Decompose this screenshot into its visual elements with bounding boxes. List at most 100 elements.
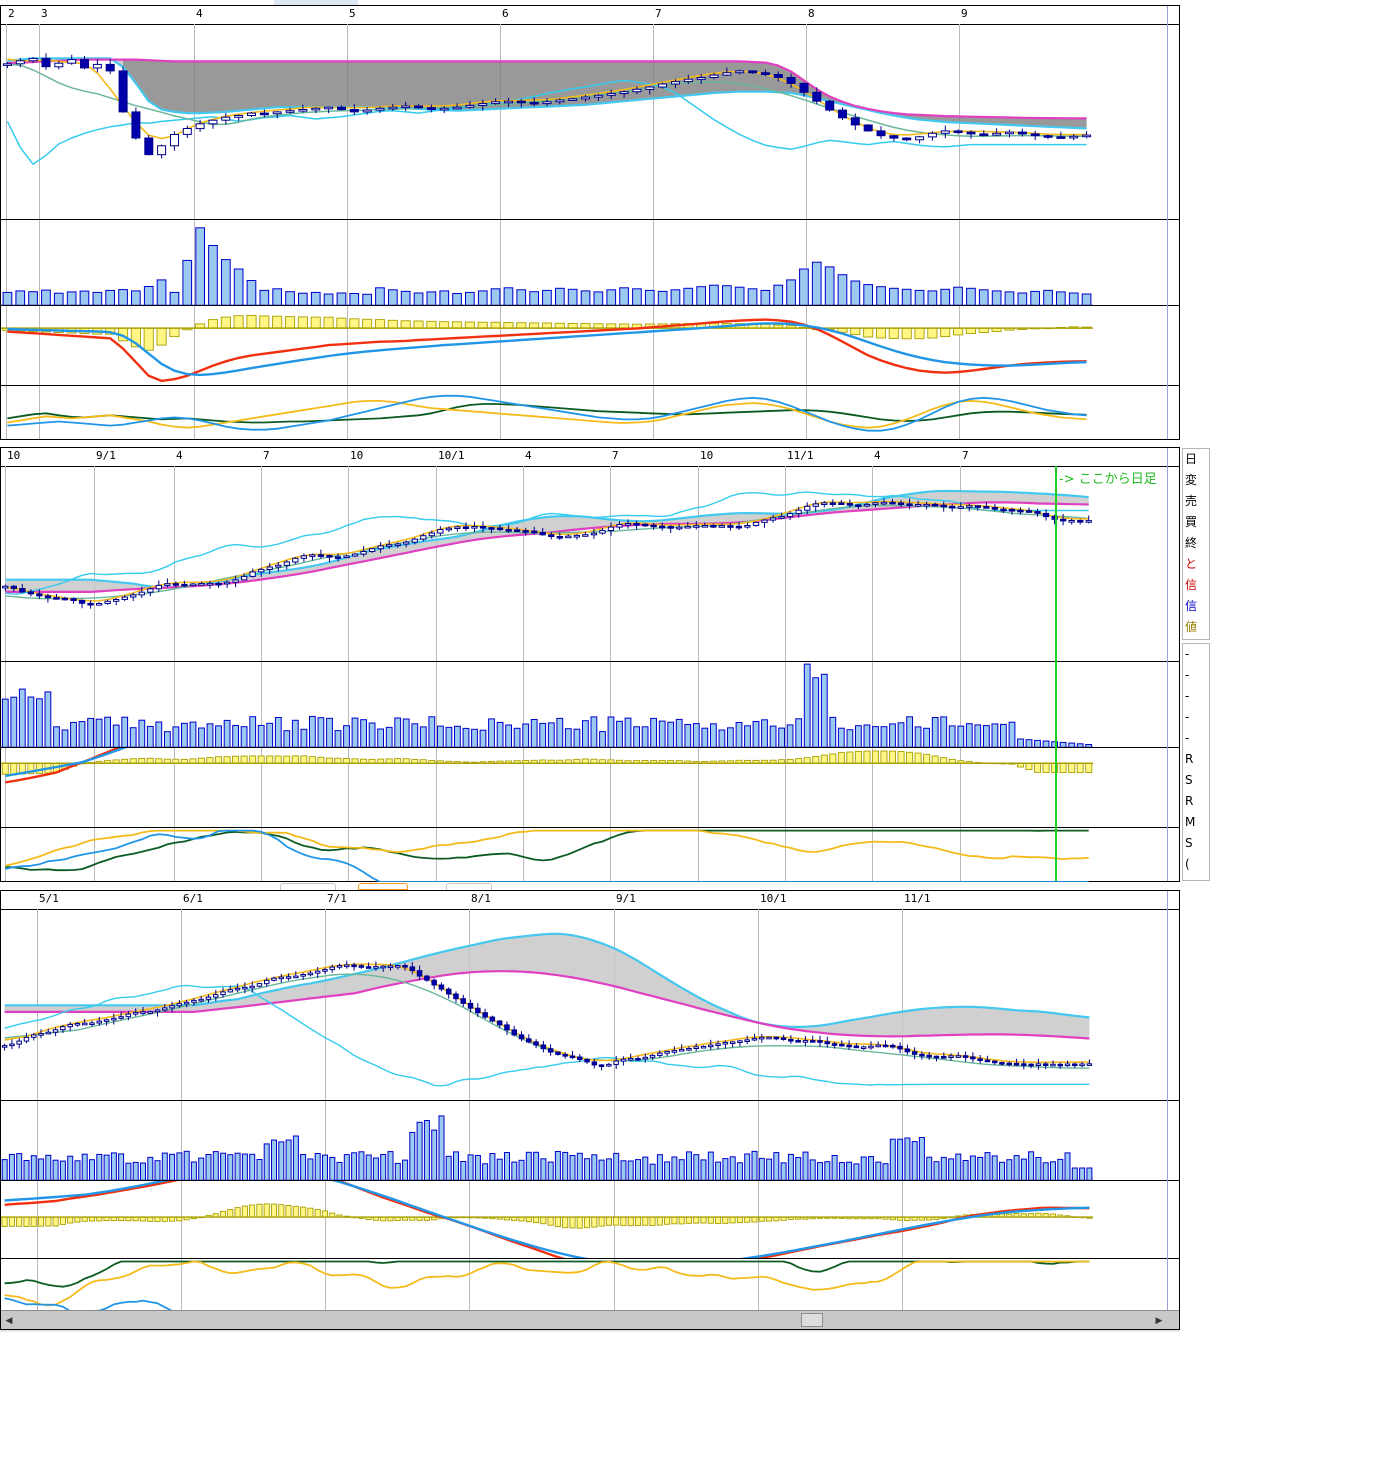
x-gridline: [610, 466, 611, 881]
x-gridline: [37, 909, 38, 1310]
subplot-vol: [1, 220, 1093, 306]
subplot-divider: [1, 305, 1179, 306]
x-gridline: [347, 24, 348, 439]
side-panel-char-5: と: [1185, 557, 1198, 571]
x-gridline: [181, 909, 182, 1310]
side-panel2-char-4: -: [1185, 731, 1190, 745]
x-gridline: [523, 466, 524, 881]
x-gridline: [653, 24, 654, 439]
x-axis-label: 9/1: [616, 892, 636, 905]
chart-2-x-axis: [1, 448, 1179, 467]
x-axis-label: 10: [7, 449, 21, 462]
x-axis-label: 10: [350, 449, 364, 462]
side-panel-char-8: 値: [1185, 620, 1198, 634]
x-gridline: [39, 24, 40, 439]
x-axis-label: 6: [502, 7, 509, 20]
x-gridline: [94, 466, 95, 881]
x-axis-label: 7/1: [327, 892, 347, 905]
x-axis-label: 3: [41, 7, 48, 20]
tab-inactive-right[interactable]: [446, 883, 492, 892]
subplot-divider: [1, 1100, 1179, 1101]
daily-start-annotation: -> ここから日足: [1059, 472, 1157, 487]
chart-panel-3[interactable]: 5/1 6/1 7/1 8/1 9/1 10/1 11/1 ◀ ▶: [0, 890, 1180, 1330]
side-panel-char-4: 終: [1185, 536, 1198, 550]
subplot-divider: [1, 219, 1179, 220]
subplot-price: [1, 909, 1093, 1101]
x-gridline: [194, 24, 195, 439]
side-panel-char-6: 信: [1185, 578, 1198, 592]
x-gridline: [698, 466, 699, 881]
subplot-macd: [1, 306, 1093, 386]
side-panel2-char-5: R: [1185, 752, 1194, 766]
x-gridline: [436, 466, 437, 881]
chart-1-axis-rail: [1167, 6, 1168, 439]
x-axis-label: 5: [349, 7, 356, 20]
x-axis-label: 11/1: [787, 449, 814, 462]
subplot-divider: [1, 1258, 1179, 1259]
tab-inactive-left[interactable]: [280, 883, 336, 892]
x-gridline: [500, 24, 501, 439]
x-axis-label: 8: [808, 7, 815, 20]
chart-panel-2[interactable]: 10 9/1 4 7 10 10/1 4 7 10 11/1 4 7 -> ここから日足: [0, 447, 1180, 882]
subplot-divider: [1, 661, 1179, 662]
side-info-panel-top: 日変売買終と信信値: [1182, 448, 1210, 640]
subplot-divider: [1, 1180, 1179, 1181]
side-panel2-char-10: (: [1185, 857, 1190, 871]
subplot-vol: [1, 1101, 1093, 1181]
x-axis-label: 7: [655, 7, 662, 20]
x-axis-label: 10/1: [760, 892, 787, 905]
x-axis-label: 6/1: [183, 892, 203, 905]
x-gridline: [5, 466, 6, 881]
x-gridline: [261, 466, 262, 881]
side-panel2-char-1: -: [1185, 668, 1190, 682]
scroll-right-arrow[interactable]: ▶: [1155, 1314, 1163, 1325]
side-panel-char-3: 買: [1185, 515, 1198, 529]
clipped-toolbar-strip: [274, 0, 358, 5]
subplot-divider: [1, 827, 1179, 828]
subplot-macd: [1, 748, 1093, 828]
x-axis-label: 11/1: [904, 892, 931, 905]
x-gridline: [902, 909, 903, 1310]
x-axis-label: 8/1: [471, 892, 491, 905]
x-axis-label: 9: [961, 7, 968, 20]
x-gridline: [348, 466, 349, 881]
side-panel2-char-9: S: [1185, 836, 1193, 850]
window-bottom-edge: [0, 1330, 1180, 1332]
subplot-osc: [1, 386, 1093, 440]
x-gridline: [806, 24, 807, 439]
chart-1-x-axis: [1, 6, 1179, 25]
subplot-divider: [1, 747, 1179, 748]
x-axis-label: 4: [196, 7, 203, 20]
side-panel-char-1: 変: [1185, 473, 1198, 487]
x-axis-label: 4: [176, 449, 183, 462]
side-panel2-char-2: -: [1185, 689, 1190, 703]
side-panel2-char-0: -: [1185, 647, 1190, 661]
x-gridline: [469, 909, 470, 1310]
x-gridline: [960, 466, 961, 881]
chart-panel-1[interactable]: 2 3 4 5 6 7 8 9: [0, 5, 1180, 440]
x-axis-label: 7: [263, 449, 270, 462]
x-axis-label: 5/1: [39, 892, 59, 905]
daily-start-marker-line: [1055, 466, 1057, 881]
subplot-osc: [1, 1259, 1093, 1311]
horizontal-scrollbar[interactable]: ◀ ▶: [1, 1310, 1179, 1329]
scrollbar-thumb[interactable]: [801, 1313, 823, 1327]
chart-3-x-axis: [1, 891, 1179, 910]
x-gridline: [325, 909, 326, 1310]
subplot-vol: [1, 662, 1093, 748]
x-axis-label: 7: [962, 449, 969, 462]
side-panel2-char-8: M: [1185, 815, 1196, 829]
x-gridline: [758, 909, 759, 1310]
x-gridline: [872, 466, 873, 881]
side-panel-char-7: 信: [1185, 599, 1198, 613]
side-panel-char-0: 日: [1185, 452, 1198, 466]
x-gridline: [785, 466, 786, 881]
side-panel-char-2: 売: [1185, 494, 1198, 508]
x-gridline: [614, 909, 615, 1310]
subplot-price: [1, 24, 1093, 220]
scroll-left-arrow[interactable]: ◀: [5, 1314, 13, 1325]
x-axis-label: 9/1: [96, 449, 116, 462]
side-panel2-char-7: R: [1185, 794, 1194, 808]
subplot-macd: [1, 1181, 1093, 1259]
